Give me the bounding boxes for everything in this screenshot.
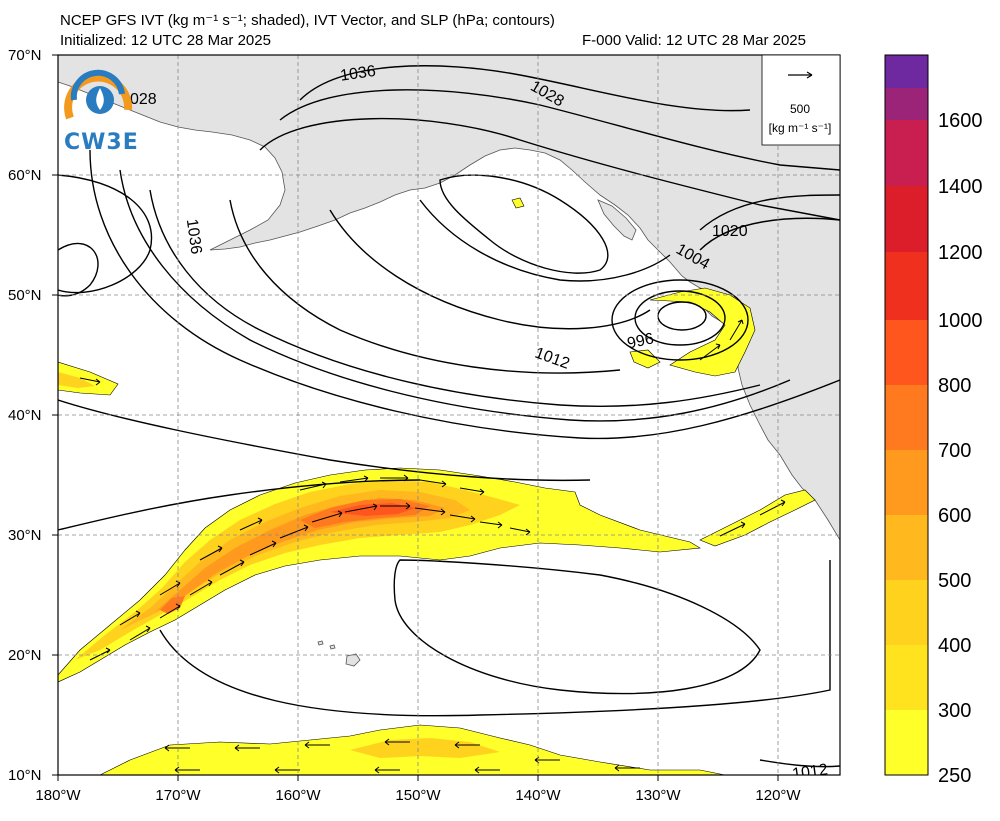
slp-contour [259, 117, 840, 221]
colorbar-bin [885, 385, 928, 450]
reference-vector-units: [kg m⁻¹ s⁻¹] [769, 121, 832, 135]
slp-contour [299, 65, 751, 112]
lon-label-160: 160°W [275, 787, 321, 804]
colorbar-labels: 250 300 400 500 600 700 800 1000 1200 14… [938, 110, 983, 787]
lat-label-20: 20°N [8, 647, 42, 664]
lat-label-70: 70°N [8, 47, 42, 64]
slp-contour [393, 559, 761, 695]
ivt-main-plume-500 [120, 490, 470, 630]
slp-contours [58, 65, 840, 768]
valid-time: F-000 Valid: 12 UTC 28 Mar 2025 [582, 32, 806, 49]
ivt-vectors [79, 319, 786, 774]
slp-contour [279, 89, 840, 171]
slp-contour [759, 759, 840, 768]
slp-contour [149, 189, 761, 407]
reference-vector-value: 500 [790, 102, 810, 116]
slp-contour [58, 399, 591, 482]
cw3e-logo-icon [64, 69, 133, 120]
reference-vector-box: 500 [kg m⁻¹ s⁻¹] [761, 54, 841, 146]
hawaii-island [345, 653, 361, 667]
lon-label-130: 130°W [635, 787, 681, 804]
longitude-axis: 180°W 170°W 160°W 150°W 140°W 130°W 120°… [35, 775, 801, 804]
ivt-pnw-plume [649, 287, 756, 377]
colorbar-bin [885, 55, 928, 88]
colorbar-bin [885, 252, 928, 320]
slp-contour [119, 169, 791, 422]
colorbar-label: 300 [938, 700, 971, 722]
slp-contour [229, 199, 621, 374]
lon-label-170: 170°W [155, 787, 201, 804]
colorbar-bin [885, 450, 928, 515]
lon-label-140: 140°W [515, 787, 561, 804]
hawaii-islands [317, 640, 336, 650]
colorbar-label: 1200 [938, 242, 983, 264]
slp-label: 1036 [183, 218, 205, 256]
cw3e-logo-text: CW3E [64, 130, 139, 155]
slp-contour [439, 174, 609, 274]
lon-label-120: 120°W [755, 787, 801, 804]
ivt-pnw-small [629, 349, 661, 369]
ivt-sw-core [160, 596, 185, 614]
lat-label-30: 30°N [8, 527, 42, 544]
lat-label-60: 60°N [8, 167, 42, 184]
slp-contour [89, 149, 840, 440]
ivt-west-edge-2 [58, 372, 95, 388]
colorbar-label: 500 [938, 570, 971, 592]
colorbar-label: 600 [938, 505, 971, 527]
lat-label-40: 40°N [8, 407, 42, 424]
colorbar-label: 800 [938, 375, 971, 397]
ivt-main-plume-250 [58, 467, 701, 683]
low-center-contour [611, 279, 749, 361]
slp-label: 1012 [791, 761, 829, 783]
lat-label-50: 50°N [8, 287, 42, 304]
colorbar-bin [885, 186, 928, 252]
colorbar-bin [885, 645, 928, 710]
initialized-time: Initialized: 12 UTC 28 Mar 2025 [60, 32, 271, 49]
low-center-contour [634, 290, 726, 346]
colorbar-label: 1400 [938, 176, 983, 198]
slp-label: 996 [626, 330, 656, 352]
slp-label: 1020 [712, 223, 748, 240]
colorbar [884, 54, 929, 776]
colorbar-label: 1600 [938, 110, 983, 132]
slp-contour [419, 199, 671, 282]
colorbar-label: 1000 [938, 310, 983, 332]
lat-label-10: 10°N [8, 767, 42, 784]
colorbar-bin [885, 580, 928, 645]
slp-contour [159, 560, 831, 717]
map-title: NCEP GFS IVT (kg m⁻¹ s⁻¹; shaded), IVT V… [60, 12, 555, 29]
colorbar-bin [885, 515, 928, 580]
slp-contour [699, 217, 840, 251]
ivt-gulf-spot [511, 197, 525, 209]
ivt-tropical-band-2 [350, 738, 500, 758]
colorbar-bin [885, 88, 928, 120]
colorbar-bin [885, 120, 928, 186]
colorbar-label: 700 [938, 440, 971, 462]
colorbar-bin [885, 710, 928, 775]
slp-contour [699, 194, 840, 231]
slp-contour [58, 174, 153, 294]
slp-label: 028 [130, 91, 157, 108]
slp-label: 1036 [339, 63, 377, 85]
slp-contour [329, 209, 651, 330]
slp-contour [58, 479, 421, 531]
lon-label-150: 150°W [395, 787, 441, 804]
bc-coast-islands [597, 199, 637, 241]
graticule [58, 55, 840, 775]
latitude-axis: 70°N 60°N 50°N 40°N 30°N 20°N 10°N [8, 47, 58, 784]
slp-contour [58, 242, 99, 297]
colorbar-bin [885, 320, 928, 385]
colorbar-label: 250 [938, 765, 971, 787]
ivt-main-plume-300 [75, 480, 520, 660]
lon-label-180: 180°W [35, 787, 81, 804]
colorbar-label: 400 [938, 635, 971, 657]
